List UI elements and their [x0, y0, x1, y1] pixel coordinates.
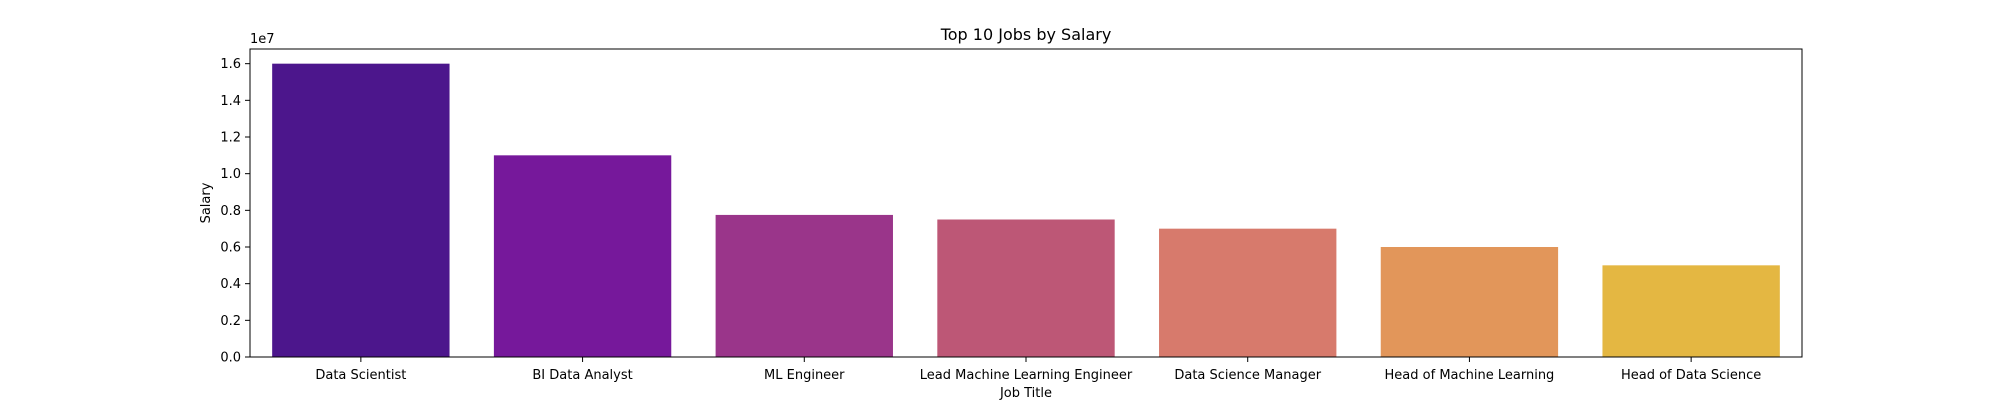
y-tick-label: 1.0: [220, 167, 241, 182]
bar: [1380, 247, 1559, 357]
chart-title: Top 10 Jobs by Salary: [940, 25, 1112, 44]
y-tick-label: 0.0: [220, 351, 241, 366]
bar: [937, 219, 1115, 357]
y-tick-label: 0.2: [220, 314, 241, 329]
y-axis-scale-label: 1e7: [250, 32, 275, 47]
y-tick-label: 1.4: [220, 94, 241, 109]
bar: [493, 155, 672, 357]
x-tick-label: ML Engineer: [764, 368, 845, 383]
y-tick-label: 0.6: [220, 241, 241, 256]
x-tick-label: Head of Data Science: [1621, 368, 1761, 383]
bar: [1159, 228, 1337, 357]
bar: [1602, 265, 1780, 357]
y-tick-label: 0.4: [220, 277, 241, 292]
x-axis: Data Scientist BI Data Analyst ML Engineer…: [315, 357, 1761, 383]
x-tick-label: Data Science Manager: [1174, 368, 1321, 383]
y-tick-label: 1.6: [220, 57, 241, 72]
y-tick-label: 1.2: [220, 131, 241, 146]
x-tick-label: Lead Machine Learning Engineer: [920, 368, 1133, 383]
bar: [272, 63, 450, 358]
x-tick-label: BI Data Analyst: [532, 368, 632, 383]
x-tick-label: Head of Machine Learning: [1385, 368, 1555, 383]
bars-layer: [272, 63, 1780, 358]
y-axis: 0.0 0.2 0.4 0.6 0.8 1.0 1.2 1.4 1.6: [220, 57, 250, 366]
bar: [715, 214, 893, 357]
y-axis-label: Salary: [199, 182, 214, 223]
x-axis-label: Job Title: [999, 386, 1052, 400]
plot-frame: [249, 48, 1803, 358]
x-tick-label: Data Scientist: [315, 368, 406, 383]
y-tick-label: 0.8: [220, 204, 241, 219]
